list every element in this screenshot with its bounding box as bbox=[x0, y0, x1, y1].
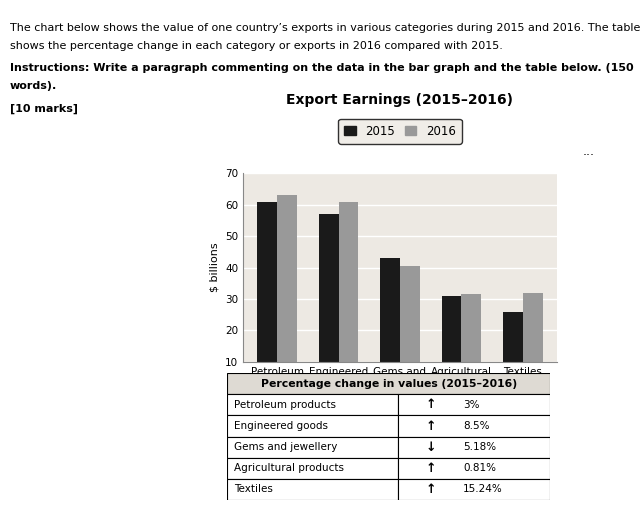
Bar bbox=[399, 458, 550, 479]
Bar bbox=[227, 436, 399, 458]
Text: ↑: ↑ bbox=[426, 462, 436, 475]
Bar bbox=[399, 436, 550, 458]
Bar bbox=[227, 458, 399, 479]
Text: The chart below shows the value of one country’s exports in various categories d: The chart below shows the value of one c… bbox=[10, 23, 640, 33]
Text: shows the percentage change in each category or exports in 2016 compared with 20: shows the percentage change in each cate… bbox=[10, 41, 502, 51]
Bar bbox=[399, 394, 550, 416]
Y-axis label: $ billions: $ billions bbox=[210, 243, 220, 292]
Text: [10 marks]: [10 marks] bbox=[10, 103, 77, 114]
Bar bbox=[227, 416, 399, 436]
Bar bbox=[319, 214, 339, 393]
Text: ↑: ↑ bbox=[426, 399, 436, 412]
Text: Textiles: Textiles bbox=[234, 484, 273, 494]
Bar bbox=[227, 373, 550, 394]
Legend: 2015, 2016: 2015, 2016 bbox=[339, 119, 461, 144]
Text: Engineered goods: Engineered goods bbox=[234, 421, 328, 431]
Text: Agricultural products: Agricultural products bbox=[234, 463, 344, 473]
Bar bbox=[400, 266, 420, 393]
Bar bbox=[523, 293, 543, 393]
Text: Percentage change in values (2015–2016): Percentage change in values (2015–2016) bbox=[260, 379, 517, 389]
Bar bbox=[399, 416, 550, 436]
Text: ↑: ↑ bbox=[426, 483, 436, 496]
Bar bbox=[442, 296, 461, 393]
Bar bbox=[399, 479, 550, 500]
X-axis label: Product Category: Product Category bbox=[339, 427, 461, 440]
Title: Export Earnings (2015–2016): Export Earnings (2015–2016) bbox=[287, 93, 513, 107]
Bar bbox=[339, 202, 358, 393]
Bar bbox=[461, 294, 481, 393]
Text: ↑: ↑ bbox=[426, 420, 436, 433]
Text: 5.18%: 5.18% bbox=[463, 442, 496, 452]
Text: Gems and jewellery: Gems and jewellery bbox=[234, 442, 337, 452]
Text: 15.24%: 15.24% bbox=[463, 484, 503, 494]
Text: 8.5%: 8.5% bbox=[463, 421, 490, 431]
Text: ↓: ↓ bbox=[426, 440, 436, 453]
Text: ...: ... bbox=[582, 145, 595, 158]
Bar bbox=[277, 195, 297, 393]
Bar bbox=[227, 479, 399, 500]
Text: 3%: 3% bbox=[463, 400, 479, 410]
Text: Instructions: Write a paragraph commenting on the data in the bar graph and the : Instructions: Write a paragraph commenti… bbox=[10, 63, 633, 73]
Bar bbox=[257, 202, 277, 393]
Text: Petroleum products: Petroleum products bbox=[234, 400, 335, 410]
Bar bbox=[380, 258, 400, 393]
Text: words).: words). bbox=[10, 81, 57, 91]
Bar bbox=[227, 394, 399, 416]
Bar bbox=[503, 312, 523, 393]
Text: 0.81%: 0.81% bbox=[463, 463, 496, 473]
